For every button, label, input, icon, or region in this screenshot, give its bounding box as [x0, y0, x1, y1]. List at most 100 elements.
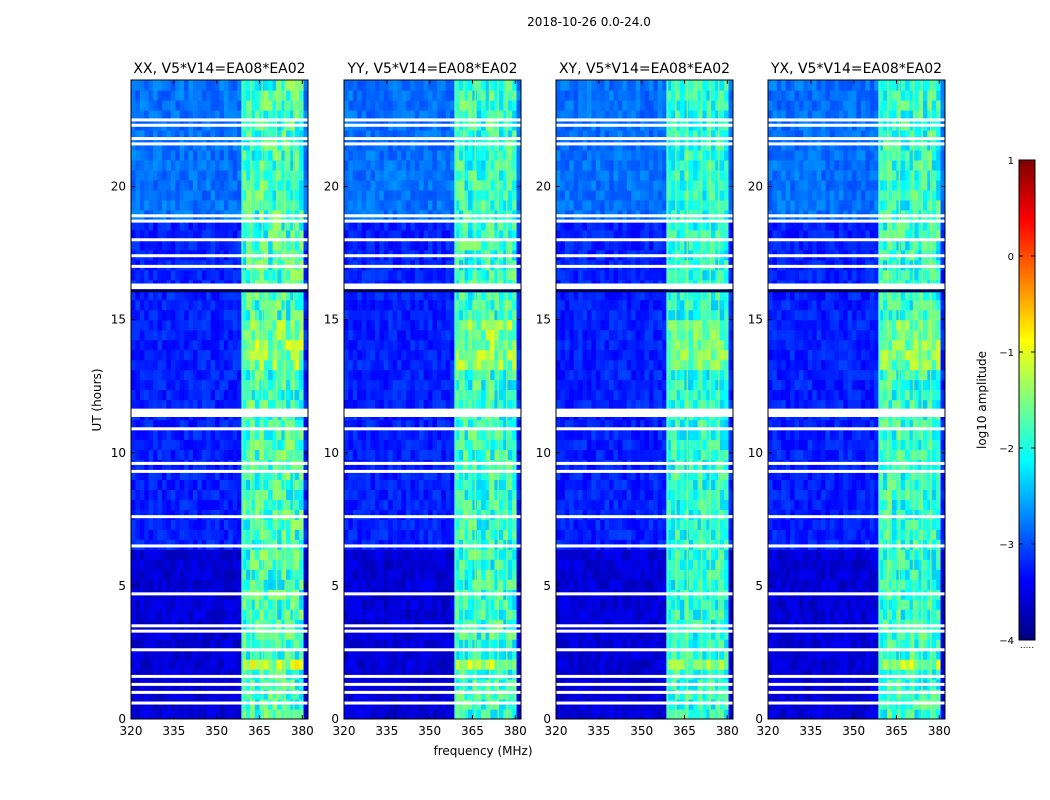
heatmap-cell [197, 709, 203, 719]
heatmap-cell [294, 439, 300, 451]
heatmap-cell [153, 499, 159, 510]
heatmap-cell [445, 189, 451, 201]
heatmap-cell [206, 579, 212, 590]
heatmap-cell [263, 319, 269, 331]
heatmap-cell [232, 629, 238, 640]
heatmap-cell [268, 169, 274, 181]
heatmap-cell [388, 429, 394, 441]
heatmap-cell [388, 549, 394, 560]
heatmap-cell [397, 669, 403, 680]
heatmap-cell [357, 359, 363, 371]
heatmap-cell [303, 469, 308, 480]
heatmap-cell [285, 379, 291, 391]
heatmap-cell [494, 319, 500, 331]
heatmap-cell [179, 359, 185, 371]
heatmap-cell [254, 519, 260, 530]
heatmap-cell [144, 309, 150, 321]
heatmap-cell [206, 489, 212, 500]
heatmap-cell [192, 299, 198, 311]
heatmap-cell [272, 419, 278, 431]
heatmap-cell [405, 659, 411, 670]
heatmap-cell [507, 339, 513, 351]
heatmap-cell [219, 509, 225, 520]
heatmap-cell [175, 609, 181, 620]
heatmap-cell [467, 449, 473, 460]
heatmap-cell [192, 489, 198, 500]
heatmap-cell [179, 229, 185, 241]
heatmap-cell [503, 169, 509, 181]
heatmap-cell [228, 439, 234, 451]
heatmap-cell [405, 359, 411, 371]
heatmap-cell [441, 609, 447, 620]
heatmap-cell [414, 559, 420, 570]
heatmap-cell [166, 419, 172, 431]
heatmap-cell [206, 319, 212, 331]
heatmap-cell [166, 239, 172, 251]
heatmap-cell [366, 499, 372, 510]
heatmap-cell [516, 529, 521, 540]
heatmap-cell [516, 649, 521, 660]
heatmap-cell [454, 629, 460, 640]
heatmap-cell [370, 239, 376, 251]
heatmap-cell [463, 159, 469, 171]
heatmap-cell [299, 179, 305, 191]
heatmap-cell [445, 529, 451, 540]
heatmap-cell [228, 309, 234, 321]
heatmap-cell [414, 159, 420, 171]
heatmap-cell [397, 239, 403, 251]
heatmap-cell [241, 159, 247, 171]
heatmap-cell [232, 299, 238, 311]
heatmap-cell [192, 159, 198, 171]
heatmap-cell [184, 369, 190, 381]
heatmap-cell [432, 479, 438, 490]
heatmap-cell [299, 319, 305, 331]
heatmap-cell [476, 179, 482, 191]
heatmap-cell [503, 439, 509, 451]
heatmap-cell [294, 469, 300, 480]
heatmap-cell [414, 499, 420, 510]
heatmap-cell [450, 399, 456, 411]
flagged-row [131, 674, 308, 678]
heatmap-cell [197, 629, 203, 640]
heatmap-cell [476, 149, 482, 161]
heatmap-cell [503, 419, 509, 431]
heatmap-cell [432, 689, 438, 700]
heatmap-cell [476, 389, 482, 401]
heatmap-cell [419, 599, 425, 610]
heatmap-cell [201, 439, 207, 451]
heatmap-cell [441, 469, 447, 480]
heatmap-cell [228, 129, 234, 141]
heatmap-cell [153, 269, 159, 281]
heatmap-cell [157, 649, 163, 660]
heatmap-cell [299, 349, 305, 361]
heatmap-cell [454, 659, 460, 670]
heatmap-cell [419, 489, 425, 500]
heatmap-cell [352, 189, 358, 201]
heatmap-cell [263, 659, 269, 670]
heatmap-cell [232, 439, 238, 451]
heatmap-cell [223, 669, 229, 680]
heatmap-cell [503, 529, 509, 540]
heatmap-cell [423, 439, 429, 451]
heatmap-cell [374, 349, 380, 361]
heatmap-cell [272, 349, 278, 361]
heatmap-cell [241, 419, 247, 431]
heatmap-cell [268, 669, 274, 680]
heatmap-cell [161, 299, 167, 311]
heatmap-cell [201, 559, 207, 570]
heatmap-cell [157, 299, 163, 311]
heatmap-cell [228, 529, 234, 540]
heatmap-cell [405, 489, 411, 500]
heatmap-cell [441, 519, 447, 530]
heatmap-cell [512, 449, 518, 460]
heatmap-cell [192, 269, 198, 281]
heatmap-cell [232, 659, 238, 670]
heatmap-cell [268, 89, 274, 101]
heatmap-cell [383, 319, 389, 331]
heatmap-cell [166, 599, 172, 610]
heatmap-cell [370, 629, 376, 640]
heatmap-cell [512, 599, 518, 610]
heatmap-cell [357, 469, 363, 480]
heatmap-cell [272, 689, 278, 700]
heatmap-cell [223, 649, 229, 660]
